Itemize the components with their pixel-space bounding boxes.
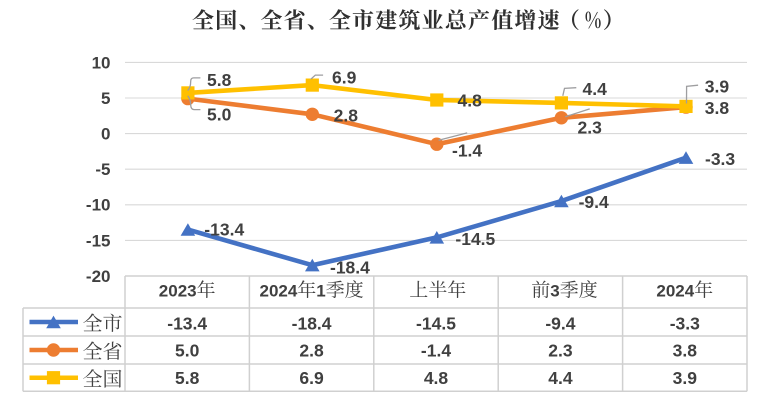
svg-text:1: 1: [316, 282, 325, 301]
svg-text:3.9: 3.9: [705, 76, 730, 96]
svg-text:-18.4: -18.4: [330, 258, 370, 278]
svg-text:3.9: 3.9: [673, 368, 698, 388]
svg-text:5.0: 5.0: [207, 104, 232, 124]
svg-text:3.8: 3.8: [673, 341, 698, 361]
svg-text:5.0: 5.0: [175, 341, 200, 361]
svg-text:6.9: 6.9: [299, 368, 324, 388]
svg-text:-14.5: -14.5: [455, 229, 495, 249]
svg-text:-1.4: -1.4: [452, 140, 482, 160]
svg-text:2.3: 2.3: [578, 117, 603, 137]
svg-text:-18.4: -18.4: [292, 313, 332, 333]
svg-text:-10: -10: [86, 196, 111, 215]
svg-text:2024: 2024: [656, 282, 694, 301]
svg-text:4.8: 4.8: [458, 90, 483, 110]
svg-text:-3.3: -3.3: [670, 313, 700, 333]
svg-text:-1.4: -1.4: [421, 341, 451, 361]
svg-text:3.8: 3.8: [705, 98, 730, 118]
svg-text:2.3: 2.3: [548, 341, 573, 361]
svg-text:-20: -20: [86, 267, 111, 286]
svg-text:-15: -15: [86, 231, 111, 250]
svg-text:5.8: 5.8: [175, 368, 200, 388]
svg-text:5: 5: [101, 89, 110, 108]
svg-text:2.8: 2.8: [334, 106, 359, 126]
svg-text:-9.4: -9.4: [545, 313, 575, 333]
svg-text:4.4: 4.4: [583, 79, 608, 99]
svg-text:2023: 2023: [159, 282, 197, 301]
svg-text:-3.3: -3.3: [705, 149, 735, 169]
svg-text:-9.4: -9.4: [579, 192, 609, 212]
svg-text:-13.4: -13.4: [167, 313, 207, 333]
svg-text:-13.4: -13.4: [204, 219, 244, 239]
svg-text:2024: 2024: [260, 282, 298, 301]
svg-text:-5: -5: [95, 160, 110, 179]
svg-text:4.4: 4.4: [548, 368, 573, 388]
svg-text:3: 3: [550, 282, 559, 301]
svg-text:-14.5: -14.5: [416, 313, 456, 333]
svg-text:10: 10: [92, 53, 111, 72]
svg-text:5.8: 5.8: [207, 70, 232, 90]
svg-text:0: 0: [101, 125, 110, 144]
svg-text:4.8: 4.8: [424, 368, 449, 388]
svg-text:6.9: 6.9: [332, 67, 357, 87]
svg-text:2.8: 2.8: [299, 341, 324, 361]
